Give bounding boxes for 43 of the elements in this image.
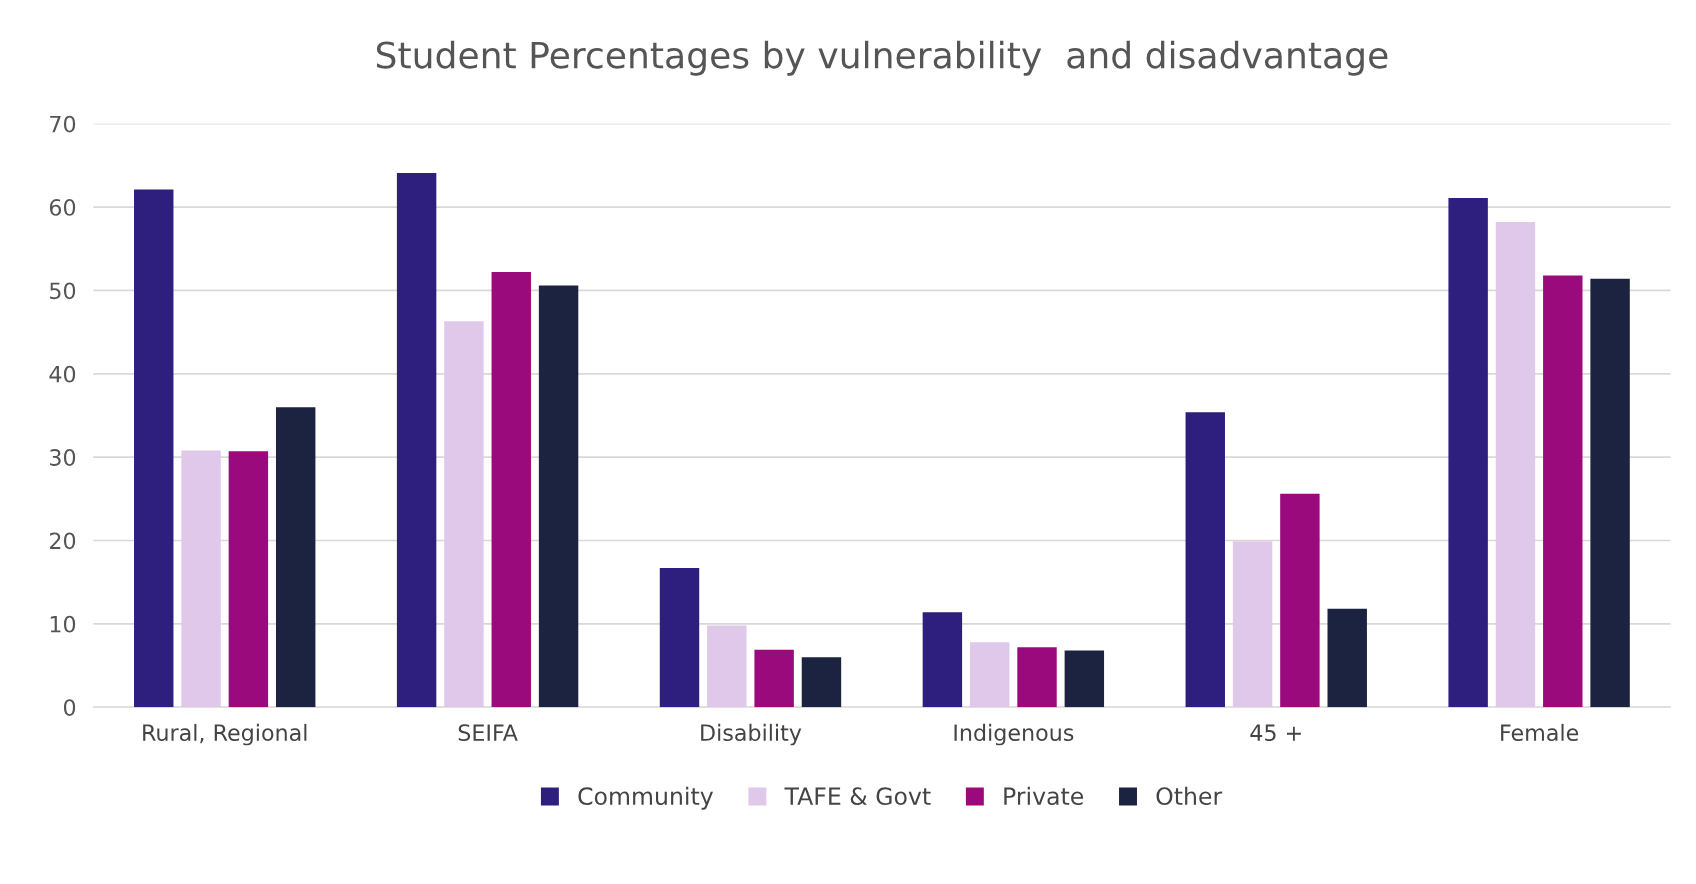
bar <box>181 450 221 708</box>
bar <box>134 189 174 708</box>
bar <box>659 568 700 708</box>
bar <box>1280 493 1320 708</box>
bar <box>1448 197 1488 708</box>
bar <box>754 649 794 708</box>
bar <box>1495 222 1536 708</box>
bar <box>801 657 842 708</box>
bar <box>1232 541 1273 708</box>
legend-label: Private <box>1004 786 1084 806</box>
bar <box>1064 650 1105 708</box>
x-tick-label: SEIFA <box>458 724 518 742</box>
legend-label: Other <box>1156 786 1223 806</box>
bar <box>396 172 437 708</box>
y-tick-label: 20 <box>49 532 76 550</box>
y-tick-label: 50 <box>50 282 76 300</box>
y-tick-label: 40 <box>49 365 76 383</box>
y-tick-label: 10 <box>50 615 76 633</box>
y-tick-label: 70 <box>50 115 76 133</box>
bar <box>1185 412 1225 708</box>
bar <box>491 272 531 708</box>
legend-label: Community <box>578 786 714 810</box>
bar <box>922 612 963 708</box>
legend-label: TAFE & Govt <box>784 787 931 806</box>
bar <box>228 451 269 708</box>
y-tick-label: 60 <box>49 199 76 216</box>
bar <box>969 642 1010 708</box>
bar <box>1017 647 1057 708</box>
bar <box>444 321 484 708</box>
bar <box>275 407 316 708</box>
bar <box>1327 608 1367 708</box>
y-tick-label: 0 <box>63 699 76 716</box>
bar <box>538 285 579 708</box>
x-tick-label: Female <box>1501 723 1579 742</box>
x-tick-label: 45 + <box>1250 724 1301 742</box>
bar <box>1590 278 1630 708</box>
bar <box>707 625 747 708</box>
x-tick-label: Rural, Regional <box>143 723 307 746</box>
bar <box>1543 275 1583 708</box>
x-tick-label: Indigenous <box>954 723 1074 746</box>
x-tick-label: Disability <box>701 723 802 746</box>
chart-title: Student Percentages by vulnerability and disadvantage <box>376 40 1388 76</box>
y-tick-label: 30 <box>50 449 76 466</box>
